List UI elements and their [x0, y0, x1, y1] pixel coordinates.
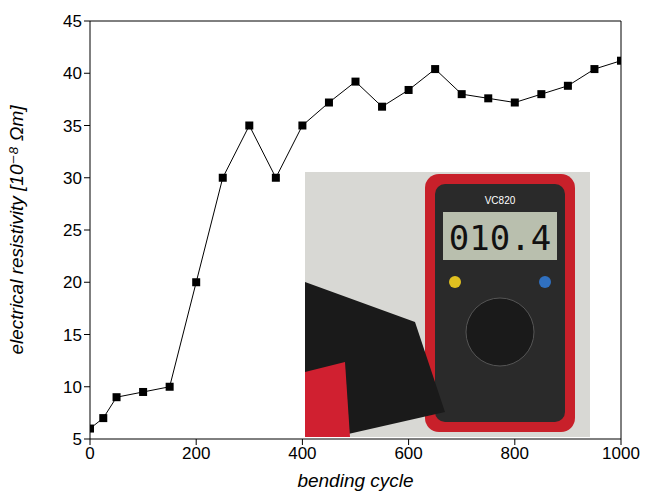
svg-text:0: 0 — [85, 444, 94, 463]
svg-text:30: 30 — [63, 169, 82, 188]
svg-text:600: 600 — [394, 444, 422, 463]
svg-text:10: 10 — [63, 378, 82, 397]
svg-text:5: 5 — [73, 430, 82, 449]
svg-text:electrical resistivity [10⁻⁸ Ω: electrical resistivity [10⁻⁸ Ωm] — [6, 105, 27, 355]
svg-text:45: 45 — [63, 12, 82, 31]
svg-text:200: 200 — [182, 444, 210, 463]
svg-text:15: 15 — [63, 326, 82, 345]
svg-text:25: 25 — [63, 221, 82, 240]
svg-text:bending cycle: bending cycle — [297, 470, 413, 491]
svg-text:010.4: 010.4 — [449, 218, 551, 258]
svg-text:VC820: VC820 — [485, 195, 516, 206]
svg-text:400: 400 — [288, 444, 316, 463]
svg-text:35: 35 — [63, 117, 82, 136]
svg-text:800: 800 — [501, 444, 529, 463]
svg-text:40: 40 — [63, 64, 82, 83]
svg-text:20: 20 — [63, 273, 82, 292]
svg-text:1000: 1000 — [602, 444, 640, 463]
